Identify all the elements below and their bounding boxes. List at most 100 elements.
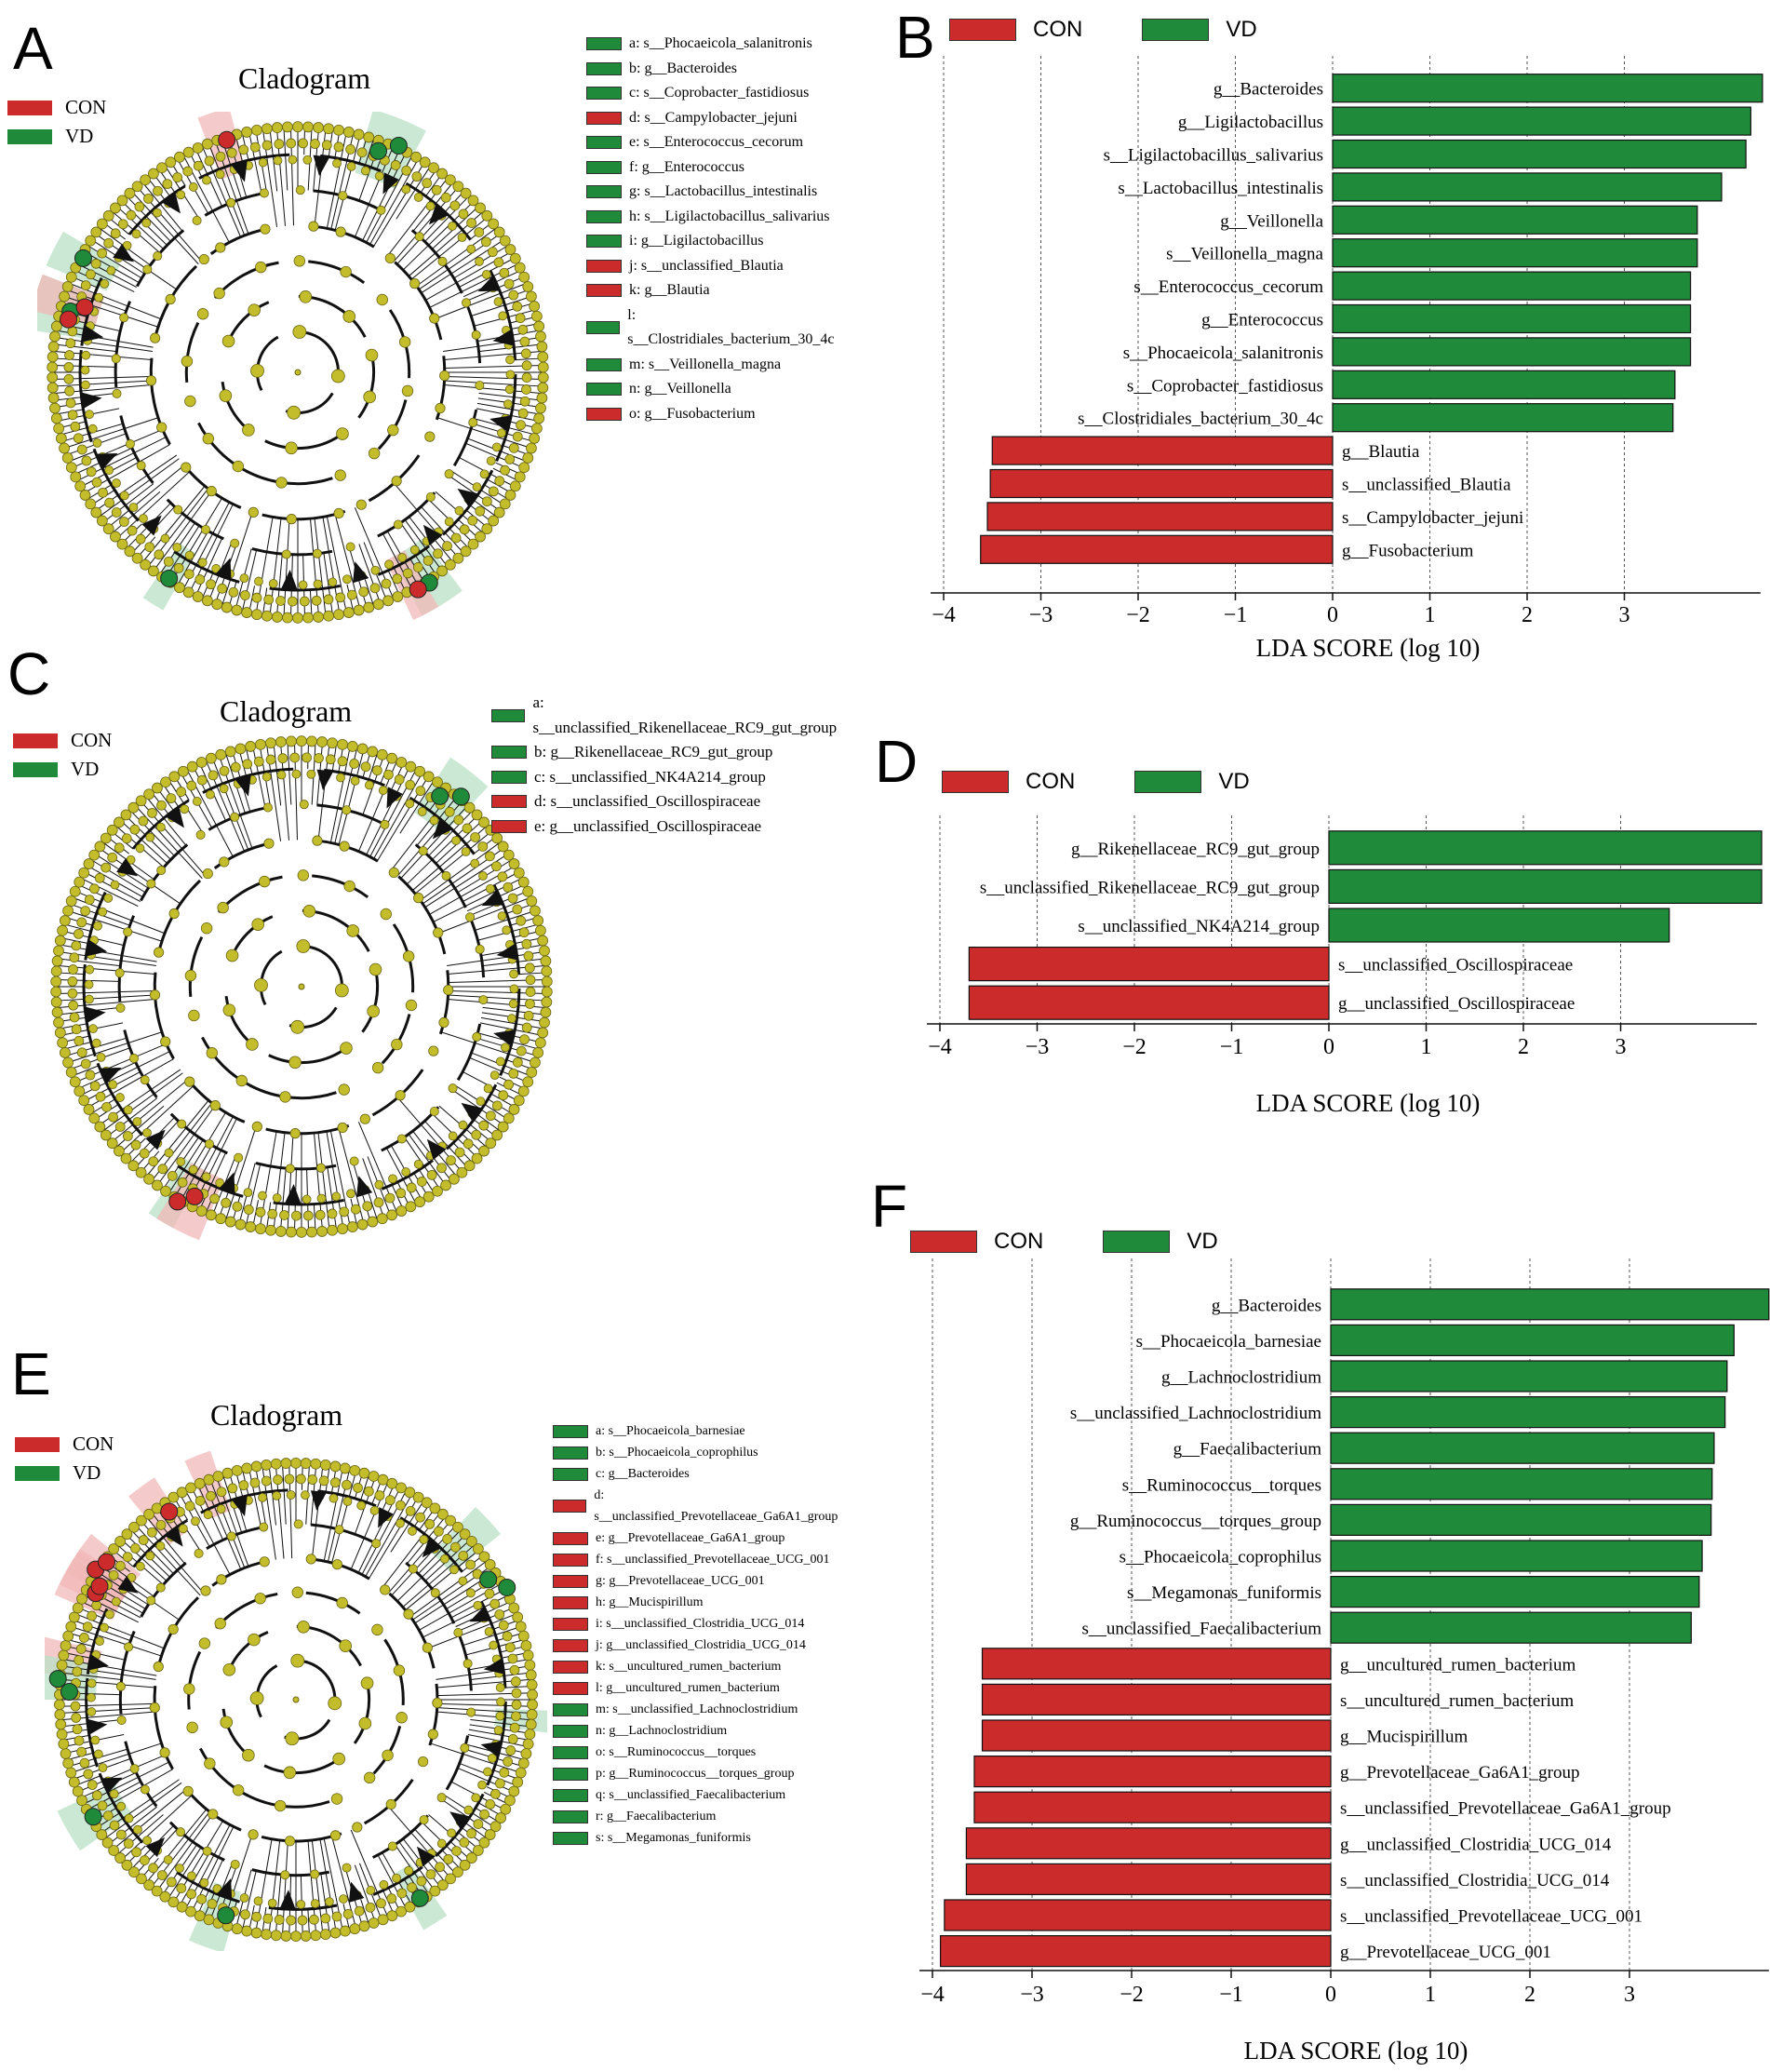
clade-branch — [327, 1166, 338, 1231]
leaf-node — [454, 505, 464, 516]
leaf-node — [448, 1173, 460, 1185]
leaf-node — [481, 496, 492, 507]
leaf-node — [186, 760, 198, 773]
leaf-node — [508, 289, 519, 301]
clade-branch — [107, 464, 185, 529]
leaf-node — [521, 372, 532, 383]
clade-branch — [482, 1006, 546, 1016]
cladogram-a — [37, 112, 549, 624]
clade-arc — [198, 153, 290, 180]
biomarker-node — [75, 298, 94, 316]
leaf-node — [91, 477, 102, 488]
leaf-node — [497, 841, 509, 853]
x-axis-label: LDA SCORE (log 10) — [1244, 2037, 1468, 2065]
leaf-node — [67, 410, 78, 421]
leaf-node — [388, 1174, 397, 1184]
leaf-node — [493, 257, 504, 268]
leaf-node — [76, 1047, 87, 1058]
leaf-node — [193, 160, 204, 171]
leaf-node — [384, 1192, 396, 1204]
bar-g__Veillonella — [1332, 205, 1698, 235]
clade-branch — [279, 1168, 287, 1231]
clade-arc — [438, 970, 450, 1035]
leaf-node — [132, 1117, 142, 1126]
leaf-node — [186, 780, 197, 791]
leaf-node — [102, 523, 114, 535]
x-tick-label: 2 — [1522, 603, 1533, 627]
leaf-node — [431, 184, 442, 195]
leaf-node — [69, 952, 80, 963]
clade-wedge — [280, 569, 298, 590]
clade-arc — [169, 1112, 228, 1155]
leaf-node — [74, 1085, 86, 1097]
clade-branch — [364, 138, 375, 166]
leaf-node — [68, 964, 78, 975]
leaf-node — [422, 1191, 435, 1203]
leaf-node — [376, 1213, 388, 1225]
leaf-node — [164, 1148, 174, 1158]
leaf-node — [219, 765, 230, 776]
taxa-label: h: s__Ligilactobacillus_salivarius — [629, 208, 830, 224]
leaf-node — [311, 595, 322, 606]
leaf-node — [518, 271, 530, 283]
clade-wedge — [96, 452, 118, 470]
taxa-legend-item: f: g__Enterococcus — [586, 155, 836, 181]
cladogram-title-c: Cladogram — [220, 694, 353, 728]
leaf-node — [432, 776, 443, 788]
leaf-node — [519, 336, 530, 347]
clade-branch — [245, 1164, 261, 1227]
leaf-node — [470, 832, 481, 842]
bar-label: g__Blautia — [1342, 442, 1420, 462]
leaf-node — [477, 841, 489, 852]
leaf-node — [460, 545, 472, 558]
clade-node — [198, 253, 209, 265]
leaf-node — [530, 905, 541, 917]
clade-wedge — [428, 204, 449, 225]
leaf-node — [65, 1067, 77, 1078]
taxa-swatch — [586, 321, 621, 334]
leaf-node — [64, 385, 75, 397]
leaf-node — [522, 452, 534, 464]
leaf-node — [382, 595, 395, 607]
leaf-node — [499, 267, 510, 278]
clade-node — [471, 330, 481, 340]
leaf-node — [239, 590, 250, 600]
leaf-node — [69, 885, 81, 897]
leaf-node — [94, 1121, 106, 1133]
leaf-node — [444, 517, 454, 527]
bar-g__Ligilactobacillus — [1332, 106, 1751, 136]
leaf-node — [497, 1121, 509, 1133]
clade-node — [221, 334, 235, 348]
bar-g__Lachnoclostridium — [1330, 1360, 1728, 1393]
clade-branch — [469, 1056, 529, 1083]
leaf-node — [255, 1206, 266, 1218]
leaf-node — [401, 184, 411, 195]
clade-node — [391, 476, 402, 487]
leaf-node — [463, 1138, 474, 1150]
leaf-node — [512, 1056, 523, 1068]
clade-node — [393, 519, 403, 530]
leaf-node — [141, 218, 152, 228]
clade-node — [334, 469, 346, 481]
clade-arc — [166, 498, 224, 541]
leaf-node — [115, 1093, 125, 1102]
leaf-node — [95, 1091, 106, 1102]
leaf-node — [411, 171, 422, 182]
taxa-swatch — [586, 37, 622, 51]
leaf-node — [201, 1172, 211, 1182]
leaf-node — [85, 1070, 96, 1081]
clade-branch — [476, 402, 541, 415]
leaf-node — [530, 1056, 541, 1069]
clade-arc — [96, 1062, 143, 1137]
leaf-node — [310, 139, 320, 149]
clade-branch — [473, 500, 497, 518]
clade-node — [119, 313, 129, 323]
leaf-node — [70, 421, 81, 432]
leaf-node — [70, 471, 82, 483]
leaf-node — [108, 1111, 119, 1123]
bar-s__Enterococcus_cecorum — [1332, 271, 1692, 301]
leaf-node — [409, 545, 420, 555]
clade-wedge — [353, 561, 369, 584]
leaf-node — [176, 190, 186, 200]
